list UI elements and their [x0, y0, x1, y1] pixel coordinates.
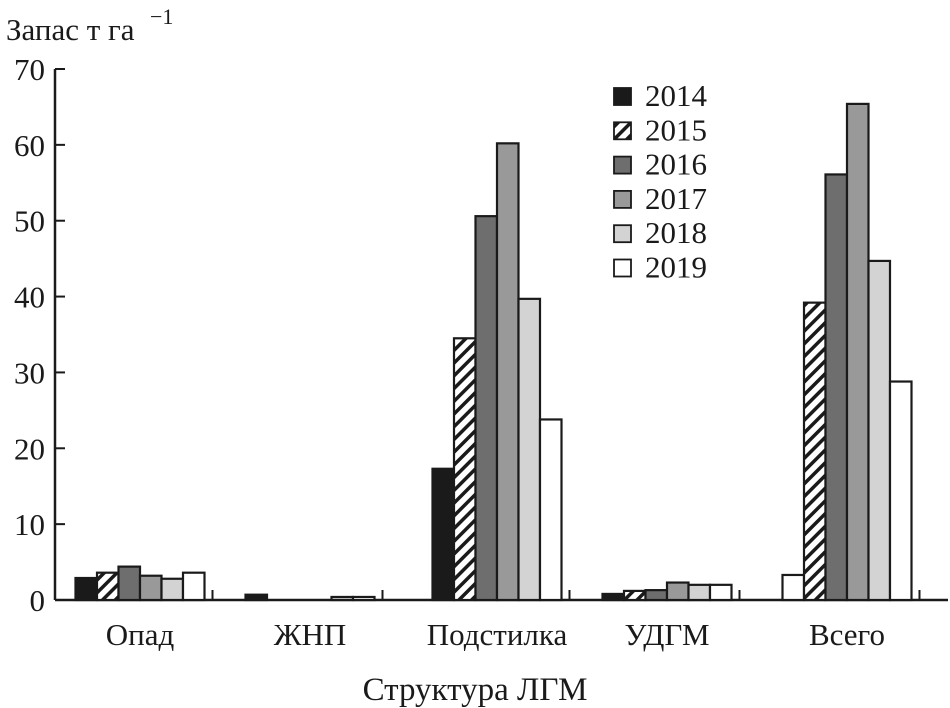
y-tick-label: 50 — [14, 204, 45, 239]
x-axis-label: Структура ЛГМ — [363, 672, 588, 708]
bar-2019-Всего — [888, 380, 913, 602]
bar-2017-УДГМ — [665, 581, 690, 602]
bar-2019-Опад — [181, 571, 206, 602]
bar-2014-Опад — [74, 576, 99, 602]
legend-swatch-2017 — [613, 189, 632, 209]
y-tick-label: 40 — [14, 280, 45, 315]
bar-2019-УДГМ — [708, 583, 733, 602]
bar-2018-ЖНП — [330, 595, 355, 602]
y-tick-label: 70 — [14, 52, 45, 87]
legend-swatch-2019 — [613, 258, 632, 278]
y-tick-label: 60 — [14, 128, 45, 163]
y-axis-label: Запас т га — [6, 12, 135, 47]
bar-2016-Всего — [824, 173, 849, 602]
x-tick-label: Опад — [106, 617, 175, 652]
y-tick-label: 0 — [30, 583, 46, 618]
bar-2014-УДГМ — [601, 592, 626, 602]
bar-2019-ЖНП — [351, 595, 376, 602]
y-tick-label: 30 — [14, 355, 45, 390]
legend-swatch-2015 — [613, 121, 632, 141]
bar-2018-Всего — [867, 259, 892, 602]
y-tick-label: 20 — [14, 431, 45, 466]
bar-2014-ЖНП — [244, 593, 269, 602]
legend-label-2016: 2016 — [645, 147, 707, 182]
x-tick-label: ЖНП — [274, 617, 347, 652]
bar-2018-Опад — [160, 577, 185, 602]
y-tick-label: 10 — [14, 507, 45, 542]
bar-2015-Подстилка — [452, 337, 477, 602]
bar-2017-Подстилка — [495, 142, 520, 602]
bar-2015-Всего — [802, 301, 827, 602]
bar-2016-Опад — [117, 565, 142, 602]
bar-2017-Опад — [138, 574, 163, 602]
bar-2014-Всего — [781, 573, 806, 602]
legend-label-2015: 2015 — [645, 112, 707, 147]
legend-swatch-2016 — [613, 155, 632, 175]
bar-2015-УДГМ — [622, 589, 647, 602]
bar-2016-Подстилка — [474, 215, 499, 602]
x-tick-label: Подстилка — [427, 617, 568, 652]
bar-2017-Всего — [845, 102, 870, 602]
bar-2018-УДГМ — [687, 583, 712, 602]
y-axis-label-superscript: −1 — [150, 4, 173, 29]
legend-label-2018: 2018 — [645, 215, 707, 250]
x-tick-label: Всего — [809, 617, 885, 652]
legend-label-2019: 2019 — [645, 250, 707, 285]
x-tick-label: УДГМ — [624, 617, 709, 652]
legend-swatch-2014 — [613, 87, 632, 106]
legend-label-2017: 2017 — [645, 181, 707, 216]
bar-2016-УДГМ — [644, 589, 669, 602]
legend-swatch-2018 — [613, 224, 632, 244]
bar-2014-Подстилка — [431, 467, 456, 602]
bar-2015-Опад — [95, 571, 120, 602]
bar-2019-Подстилка — [538, 418, 563, 602]
bar-2018-Подстилка — [517, 297, 542, 602]
legend-label-2014: 2014 — [645, 78, 708, 113]
